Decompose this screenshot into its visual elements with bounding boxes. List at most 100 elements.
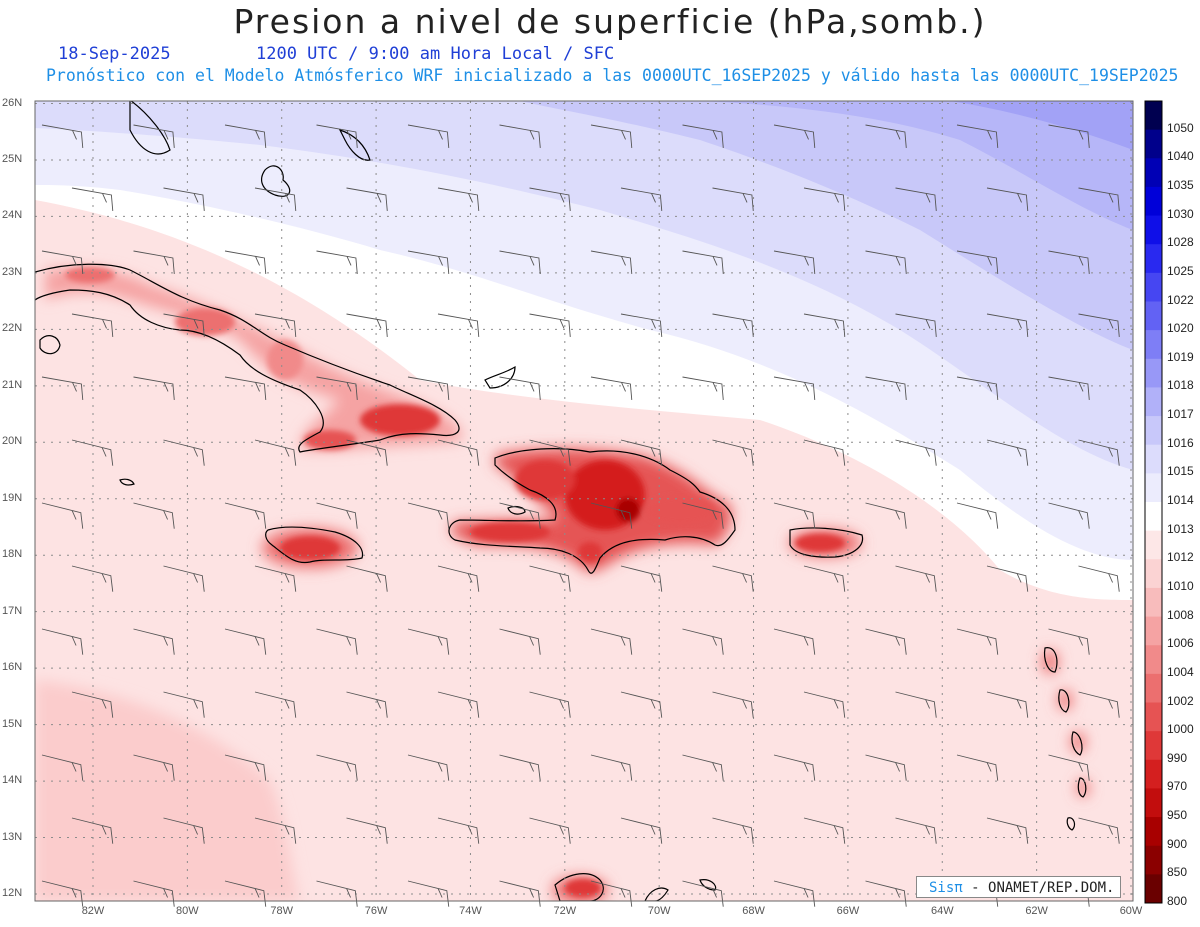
wind-barb: [71, 187, 114, 211]
forecast-date: 18-Sep-2025: [58, 44, 171, 64]
colorbar-label: 1019: [1167, 349, 1194, 364]
wind-barb: [71, 313, 114, 337]
wind-barb: [895, 817, 937, 844]
wind-barb: [529, 187, 571, 211]
wind-barb: [499, 250, 541, 274]
longitude-label: 78W: [270, 905, 294, 917]
wind-barb: [620, 313, 663, 337]
wind-barb: [71, 565, 114, 592]
colorbar-swatch: [1145, 702, 1162, 732]
wind-barb: [133, 376, 175, 400]
colorbar-swatch: [1145, 387, 1162, 417]
wind-barb: [895, 187, 937, 211]
wind-barb: [316, 754, 358, 781]
wind-barb: [620, 691, 663, 718]
colorbar-swatch: [1145, 874, 1162, 904]
colorbar-label: 1012: [1167, 550, 1194, 565]
wind-barb: [895, 313, 937, 337]
latitude-label: 19N: [2, 491, 23, 504]
wind-barb: [773, 124, 816, 148]
wind-barb: [41, 754, 84, 781]
wind-barb: [71, 817, 114, 844]
wind-barb: [346, 313, 388, 337]
wind-barb: [163, 439, 205, 466]
colorbar-label: 1028: [1167, 235, 1194, 250]
wind-barb: [682, 124, 724, 148]
longitude-label: 70W: [647, 905, 671, 917]
wind-barb: [254, 817, 297, 844]
wind-barb: [529, 439, 571, 466]
wind-barb: [41, 628, 84, 655]
colorbar-label: 1040: [1167, 149, 1194, 164]
colorbar-swatch: [1145, 444, 1162, 474]
wind-barb: [1078, 817, 1120, 844]
wind-barb: [346, 817, 388, 844]
wind-barb: [1048, 628, 1090, 655]
latitude-label: 22N: [2, 322, 23, 335]
wind-barb: [254, 187, 297, 211]
wind-barb: [346, 439, 388, 466]
wind-barb: [712, 817, 754, 844]
colorbar-label: 990: [1167, 750, 1188, 765]
wind-barb: [529, 817, 571, 844]
wind-barb: [1078, 313, 1120, 337]
wind-barb: [682, 250, 724, 274]
wind-barb: [224, 754, 267, 781]
wind-barb: [682, 376, 724, 400]
wind-barb: [986, 817, 1029, 844]
wind-barb: [529, 313, 571, 337]
wind-barb: [316, 250, 358, 274]
colorbar-swatch: [1145, 673, 1162, 703]
wind-barb: [956, 754, 999, 781]
wind-barb: [499, 628, 541, 655]
wind-barb: [682, 754, 724, 781]
colorbar-label: 1008: [1167, 607, 1194, 622]
latitude-label: 18N: [2, 548, 23, 561]
wind-barb: [254, 439, 297, 466]
wind-barb: [437, 439, 480, 466]
wind-barb: [1078, 565, 1120, 592]
longitude-label: 64W: [930, 905, 954, 917]
wind-barb: [499, 754, 541, 781]
wind-barb: [590, 502, 633, 529]
wind-barb: [986, 691, 1029, 718]
wind-barb: [986, 565, 1029, 592]
colorbar-label: 800: [1167, 894, 1188, 908]
latitude-label: 26N: [2, 96, 23, 109]
wind-barb: [41, 502, 84, 529]
longitude-label: 62W: [1025, 905, 1048, 917]
longitude-label: 60W: [1119, 905, 1143, 917]
wind-barb: [407, 124, 450, 148]
latitude-label: 14N: [2, 774, 23, 787]
wind-barb: [590, 376, 633, 400]
wind-barb: [1078, 439, 1120, 466]
wind-barb: [133, 250, 175, 274]
wind-barb: [316, 376, 358, 400]
colorbar-label: 1010: [1167, 578, 1194, 593]
colorbar-label: 1002: [1167, 693, 1194, 708]
wind-barb: [133, 502, 175, 529]
wind-barb: [163, 187, 205, 211]
valid-time: 1200 UTC / 9:00 am Hora Local / SFC: [256, 44, 615, 64]
longitude-label: 82W: [81, 905, 105, 917]
wind-barb: [865, 250, 907, 274]
longitude-label: 74W: [459, 905, 482, 917]
wind-barb: [803, 187, 846, 211]
colorbar-swatch: [1145, 158, 1162, 188]
latitude-label: 23N: [2, 265, 23, 278]
colorbar-swatch: [1145, 301, 1162, 331]
wind-barb: [956, 628, 999, 655]
latitude-label: 16N: [2, 661, 23, 674]
land-low-core: [65, 267, 845, 897]
wind-barb: [254, 565, 297, 592]
colorbar-label: 1017: [1167, 407, 1194, 422]
colorbar-label: 1050: [1167, 120, 1194, 135]
wind-barb: [956, 124, 999, 148]
longitude-label: 66W: [836, 905, 860, 917]
wind-barb: [773, 754, 816, 781]
colorbar-swatch: [1145, 559, 1162, 589]
wind-barb: [133, 628, 175, 655]
wind-barb: [803, 817, 846, 844]
wind-barb: [254, 691, 297, 718]
wind-barb: [133, 124, 175, 148]
